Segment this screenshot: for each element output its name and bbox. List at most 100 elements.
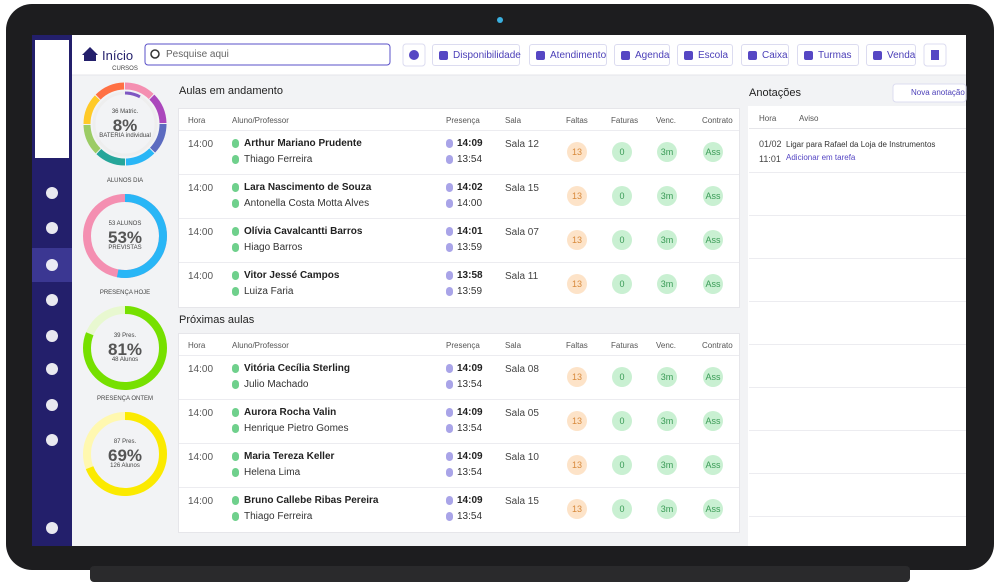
student-name[interactable]: Olívia Cavalcantti Barros <box>244 226 363 237</box>
due-badge[interactable]: 3m <box>657 142 677 162</box>
gauge-bottom: 48 Alunos <box>111 357 139 363</box>
teacher-name[interactable]: Helena Lima <box>244 467 301 478</box>
sidebar-icon[interactable] <box>46 399 58 411</box>
absences-badge[interactable]: 13 <box>567 274 587 294</box>
new-note-button[interactable]: Nova anotação <box>911 88 965 97</box>
home-link[interactable]: Início <box>102 48 134 63</box>
sidebar-icon[interactable] <box>46 522 58 534</box>
invoices-badge[interactable]: 0 <box>612 274 632 294</box>
note-link[interactable]: Adicionar em tarefa <box>786 153 856 162</box>
sidebar-icon[interactable] <box>46 187 58 199</box>
presence-dot <box>446 227 453 236</box>
student-name[interactable]: Bruno Callebe Ribas Pereira <box>244 495 379 506</box>
status-dot <box>232 496 239 505</box>
column-header: Contrato <box>702 341 733 350</box>
contract-badge[interactable]: Ass <box>703 274 723 294</box>
teacher-name[interactable]: Henrique Pietro Gomes <box>244 423 349 434</box>
due-badge[interactable]: 3m <box>657 455 677 475</box>
room: Sala 08 <box>505 364 539 375</box>
teacher-name[interactable]: Hiago Barros <box>244 242 303 253</box>
sidebar-icon[interactable] <box>46 434 58 446</box>
due-badge[interactable]: 3m <box>657 186 677 206</box>
sidebar-icon[interactable] <box>46 222 58 234</box>
sidebar-icon[interactable] <box>46 259 58 271</box>
presence-time: 13:54 <box>457 467 483 478</box>
sidebar-icon[interactable] <box>46 330 58 342</box>
invoices-badge[interactable]: 0 <box>612 455 632 475</box>
invoices-badge[interactable]: 0 <box>612 142 632 162</box>
gauge-segment <box>83 82 167 166</box>
presence-time: 14:01 <box>457 226 483 237</box>
gauge-percent: 8% <box>112 116 138 135</box>
teacher-name[interactable]: Luiza Faria <box>244 286 294 297</box>
contract-badge[interactable]: Ass <box>703 411 723 431</box>
presence-time: 14:00 <box>457 198 483 209</box>
invoices-badge[interactable]: 0 <box>612 411 632 431</box>
nav-button[interactable]: Agenda <box>614 44 670 66</box>
absences-badge[interactable]: 13 <box>567 142 587 162</box>
contract-badge[interactable]: Ass <box>703 186 723 206</box>
contract-badge[interactable]: Ass <box>703 142 723 162</box>
nav-button[interactable]: Venda <box>866 44 916 66</box>
student-name[interactable]: Maria Tereza Keller <box>244 451 335 462</box>
nav-button[interactable]: Caixa <box>741 44 789 66</box>
nav-button[interactable]: Atendimento <box>529 44 607 66</box>
sidebar-icon[interactable] <box>46 363 58 375</box>
gauge-top: 53 ALUNOS <box>108 221 142 227</box>
nav-button[interactable]: Turmas <box>797 44 859 66</box>
invoices-badge[interactable]: 0 <box>612 230 632 250</box>
gauge-ring <box>83 412 167 496</box>
status-dot <box>232 139 239 148</box>
brand-logo: emusys <box>0 52 61 148</box>
status-dot <box>232 199 239 208</box>
due-badge[interactable]: 3m <box>657 499 677 519</box>
invoices-badge[interactable]: 0 <box>612 499 632 519</box>
absences-badge[interactable]: 13 <box>567 455 587 475</box>
student-name[interactable]: Arthur Mariano Prudente <box>244 138 362 149</box>
due-badge[interactable]: 3m <box>657 367 677 387</box>
due-badge[interactable]: 3m <box>657 230 677 250</box>
contract-badge[interactable]: Ass <box>703 499 723 519</box>
absences-badge[interactable]: 13 <box>567 411 587 431</box>
row-divider <box>179 443 739 444</box>
absences-badge[interactable]: 13 <box>567 499 587 519</box>
gauge-ring <box>83 194 167 278</box>
presence-time: 13:59 <box>457 286 483 297</box>
teacher-name[interactable]: Antonella Costa Motta Alves <box>244 198 370 209</box>
absences-badge[interactable]: 13 <box>567 186 587 206</box>
nav-button[interactable]: Disponibilidade <box>432 44 521 66</box>
class-time: 14:00 <box>188 452 214 463</box>
student-name[interactable]: Lara Nascimento de Souza <box>244 182 372 193</box>
gauge-arc <box>92 91 158 157</box>
invoices-badge[interactable]: 0 <box>612 186 632 206</box>
row-divider <box>179 262 739 263</box>
invoices-badge[interactable]: 0 <box>612 367 632 387</box>
absences-badge[interactable]: 13 <box>567 367 587 387</box>
gauge-ring <box>83 82 167 166</box>
column-header: Sala <box>505 341 522 350</box>
contract-badge[interactable]: Ass <box>703 230 723 250</box>
absences-badge[interactable]: 13 <box>567 230 587 250</box>
column-header: Hora <box>759 114 777 123</box>
sidebar-icon[interactable] <box>46 294 58 306</box>
column-header: Faturas <box>611 341 639 350</box>
contract-badge[interactable]: Ass <box>703 367 723 387</box>
presence-time: 14:09 <box>457 138 483 149</box>
column-header: Faturas <box>611 116 639 125</box>
teacher-name[interactable]: Thiago Ferreira <box>244 154 313 165</box>
status-dot <box>232 271 239 280</box>
nav-button[interactable]: Escola <box>677 44 733 66</box>
student-name[interactable]: Vitória Cecília Sterling <box>244 363 350 374</box>
teacher-name[interactable]: Julio Machado <box>244 379 309 390</box>
due-badge[interactable]: 3m <box>657 274 677 294</box>
class-time: 14:00 <box>188 408 214 419</box>
student-name[interactable]: Vitor Jessé Campos <box>244 270 340 281</box>
contract-badge[interactable]: Ass <box>703 455 723 475</box>
gauge-arc <box>83 194 167 278</box>
teacher-name[interactable]: Thiago Ferreira <box>244 511 313 522</box>
class-time: 14:00 <box>188 227 214 238</box>
student-name[interactable]: Aurora Rocha Valin <box>244 407 337 418</box>
due-badge[interactable]: 3m <box>657 411 677 431</box>
gauge-segment <box>83 82 167 166</box>
search-input[interactable]: Pesquise aqui <box>166 49 229 60</box>
